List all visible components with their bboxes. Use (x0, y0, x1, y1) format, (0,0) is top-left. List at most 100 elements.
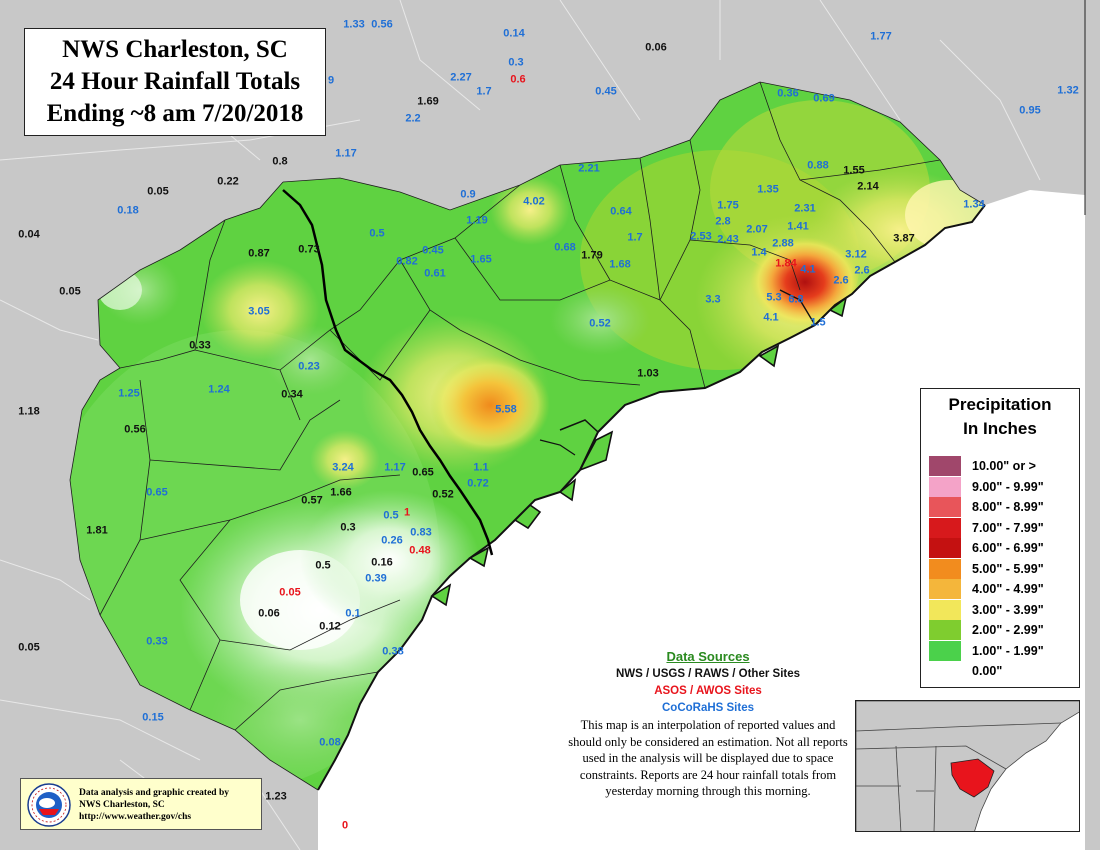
rainfall-report: 0 (341, 819, 349, 832)
rainfall-report: 0.69 (813, 92, 835, 105)
rainfall-report: 0.05 (18, 641, 40, 654)
rainfall-report: 0.8 (272, 155, 288, 168)
rainfall-report: 1.18 (18, 405, 40, 418)
rainfall-report: 0.9 (460, 188, 476, 201)
source-nws: NWS / USGS / RAWS / Other Sites (615, 668, 801, 680)
rainfall-report: 0.95 (1019, 104, 1041, 117)
rainfall-report: 0.61 (424, 267, 446, 280)
rainfall-report: 1.4 (751, 246, 767, 259)
map-period: Ending ~8 am 7/20/2018 (46, 100, 304, 127)
rainfall-report: 2.53 (690, 230, 712, 243)
rainfall-report: 5.58 (495, 403, 517, 416)
map-title-box: NWS Charleston, SC 24 Hour Rainfall Tota… (24, 28, 326, 136)
rainfall-report: 0.45 (422, 244, 444, 257)
legend-label: 7.00" - 7.99" (972, 520, 1044, 535)
rainfall-report: 0.15 (142, 711, 164, 724)
inset-map-graphic (856, 701, 1079, 831)
rainfall-report: 0.52 (432, 488, 454, 501)
legend-swatch (929, 558, 961, 579)
credit-line1: Data analysis and graphic created by (79, 788, 229, 798)
rainfall-report: 0.22 (217, 175, 239, 188)
rainfall-report: 1.79 (581, 249, 603, 262)
rainfall-report: 3.05 (248, 305, 270, 318)
legend-swatch (929, 599, 961, 620)
inset-highlight-region (950, 758, 995, 798)
data-sources-heading: Data Sources (666, 649, 750, 664)
rainfall-report: 1.19 (466, 214, 488, 227)
legend-swatch (929, 497, 961, 517)
rainfall-report: 0.1 (345, 607, 361, 620)
rainfall-report: 2.21 (578, 162, 600, 175)
rainfall-report: 0.05 (59, 285, 81, 298)
rainfall-report: 0.39 (365, 572, 387, 585)
legend-title-line1: Precipitation (948, 395, 1052, 414)
legend-swatch (929, 579, 961, 599)
credit-url[interactable]: http://www.weather.gov/chs (79, 812, 192, 822)
rainfall-report: 0.34 (281, 388, 303, 401)
rainfall-report: 0.18 (117, 204, 139, 217)
rainfall-report: 3.24 (332, 461, 354, 474)
rainfall-report: 0.16 (371, 556, 393, 569)
rainfall-report: 0.12 (319, 620, 341, 633)
rainfall-report: 1.75 (717, 199, 739, 212)
rainfall-report: 0.6 (510, 73, 526, 86)
rainfall-report: 0.88 (807, 159, 829, 172)
rainfall-report: 2.14 (857, 180, 879, 193)
legend-label: 8.00" - 8.99" (972, 500, 1044, 514)
rainfall-report: 0.38 (382, 645, 404, 658)
rainfall-report: 1.24 (208, 383, 230, 396)
rainfall-report: 0.36 (777, 87, 799, 100)
rainfall-report: 1.17 (384, 461, 406, 474)
map-subtitle: 24 Hour Rainfall Totals (49, 68, 301, 95)
rainfall-report: 1.17 (335, 147, 357, 160)
rainfall-report: 5.3 (766, 291, 782, 304)
rainfall-report: 0.64 (610, 205, 632, 218)
rainfall-report: 2.8 (715, 215, 731, 228)
rainfall-report: 0.5 (315, 559, 331, 572)
disclaimer-text: This map is an interpolation of reported… (568, 718, 848, 798)
rainfall-report: 2.6 (833, 274, 849, 287)
precipitation-legend: Precipitation In Inches 10.00" or > 9.00"… (920, 388, 1080, 688)
legend-swatch (929, 661, 961, 681)
rainfall-report: 0.68 (554, 241, 576, 254)
rainfall-report: 1.1 (473, 461, 489, 474)
legend-label: 1.00" - 1.99" (972, 643, 1044, 658)
rainfall-report: 6.8 (788, 293, 804, 306)
legend-label: 2.00" - 2.99" (972, 623, 1044, 637)
credit-text: Data analysis and graphic created by NWS… (79, 787, 229, 823)
rainfall-report: 0.82 (396, 255, 418, 268)
rainfall-report: 1.66 (330, 486, 352, 499)
rainfall-report: 0.08 (319, 736, 341, 749)
rainfall-report: 2.43 (717, 233, 739, 246)
map-title: NWS Charleston, SC (62, 36, 288, 63)
rainfall-report: 1.33 (343, 18, 365, 31)
rainfall-report: 1.34 (963, 198, 985, 211)
rainfall-report: 9 (327, 74, 335, 87)
rainfall-report: 4.1 (800, 263, 816, 276)
legend-swatch (929, 456, 961, 476)
rainfall-report: 0.04 (18, 228, 40, 241)
rainfall-report: 4.02 (523, 195, 545, 208)
rainfall-report: 0.72 (467, 477, 489, 490)
legend-swatch (929, 620, 961, 640)
rainfall-report: 0.05 (147, 185, 169, 198)
legend-swatch (929, 538, 961, 558)
rainfall-report: 0.26 (381, 534, 403, 547)
rainfall-report: 0.3 (508, 56, 524, 69)
rainfall-report: 3.3 (705, 293, 721, 306)
rainfall-report: 0.45 (595, 85, 617, 98)
rainfall-report: 0.73 (298, 243, 320, 256)
legend-swatch (929, 517, 961, 538)
data-sources: Data Sources NWS / USGS / RAWS / Other S… (560, 648, 856, 800)
rainfall-report: 0.33 (146, 635, 168, 648)
legend-label: 3.00" - 3.99" (972, 602, 1044, 617)
legend-swatch (929, 476, 961, 497)
rainfall-report: 1.77 (870, 30, 892, 43)
rainfall-report: 1.35 (757, 183, 779, 196)
legend-title-line2: In Inches (963, 419, 1037, 438)
credit-line2: NWS Charleston, SC (79, 800, 165, 810)
rainfall-report: 0.57 (301, 494, 323, 507)
rainfall-report: 0.65 (146, 486, 168, 499)
rainfall-report: 0.56 (124, 423, 146, 436)
